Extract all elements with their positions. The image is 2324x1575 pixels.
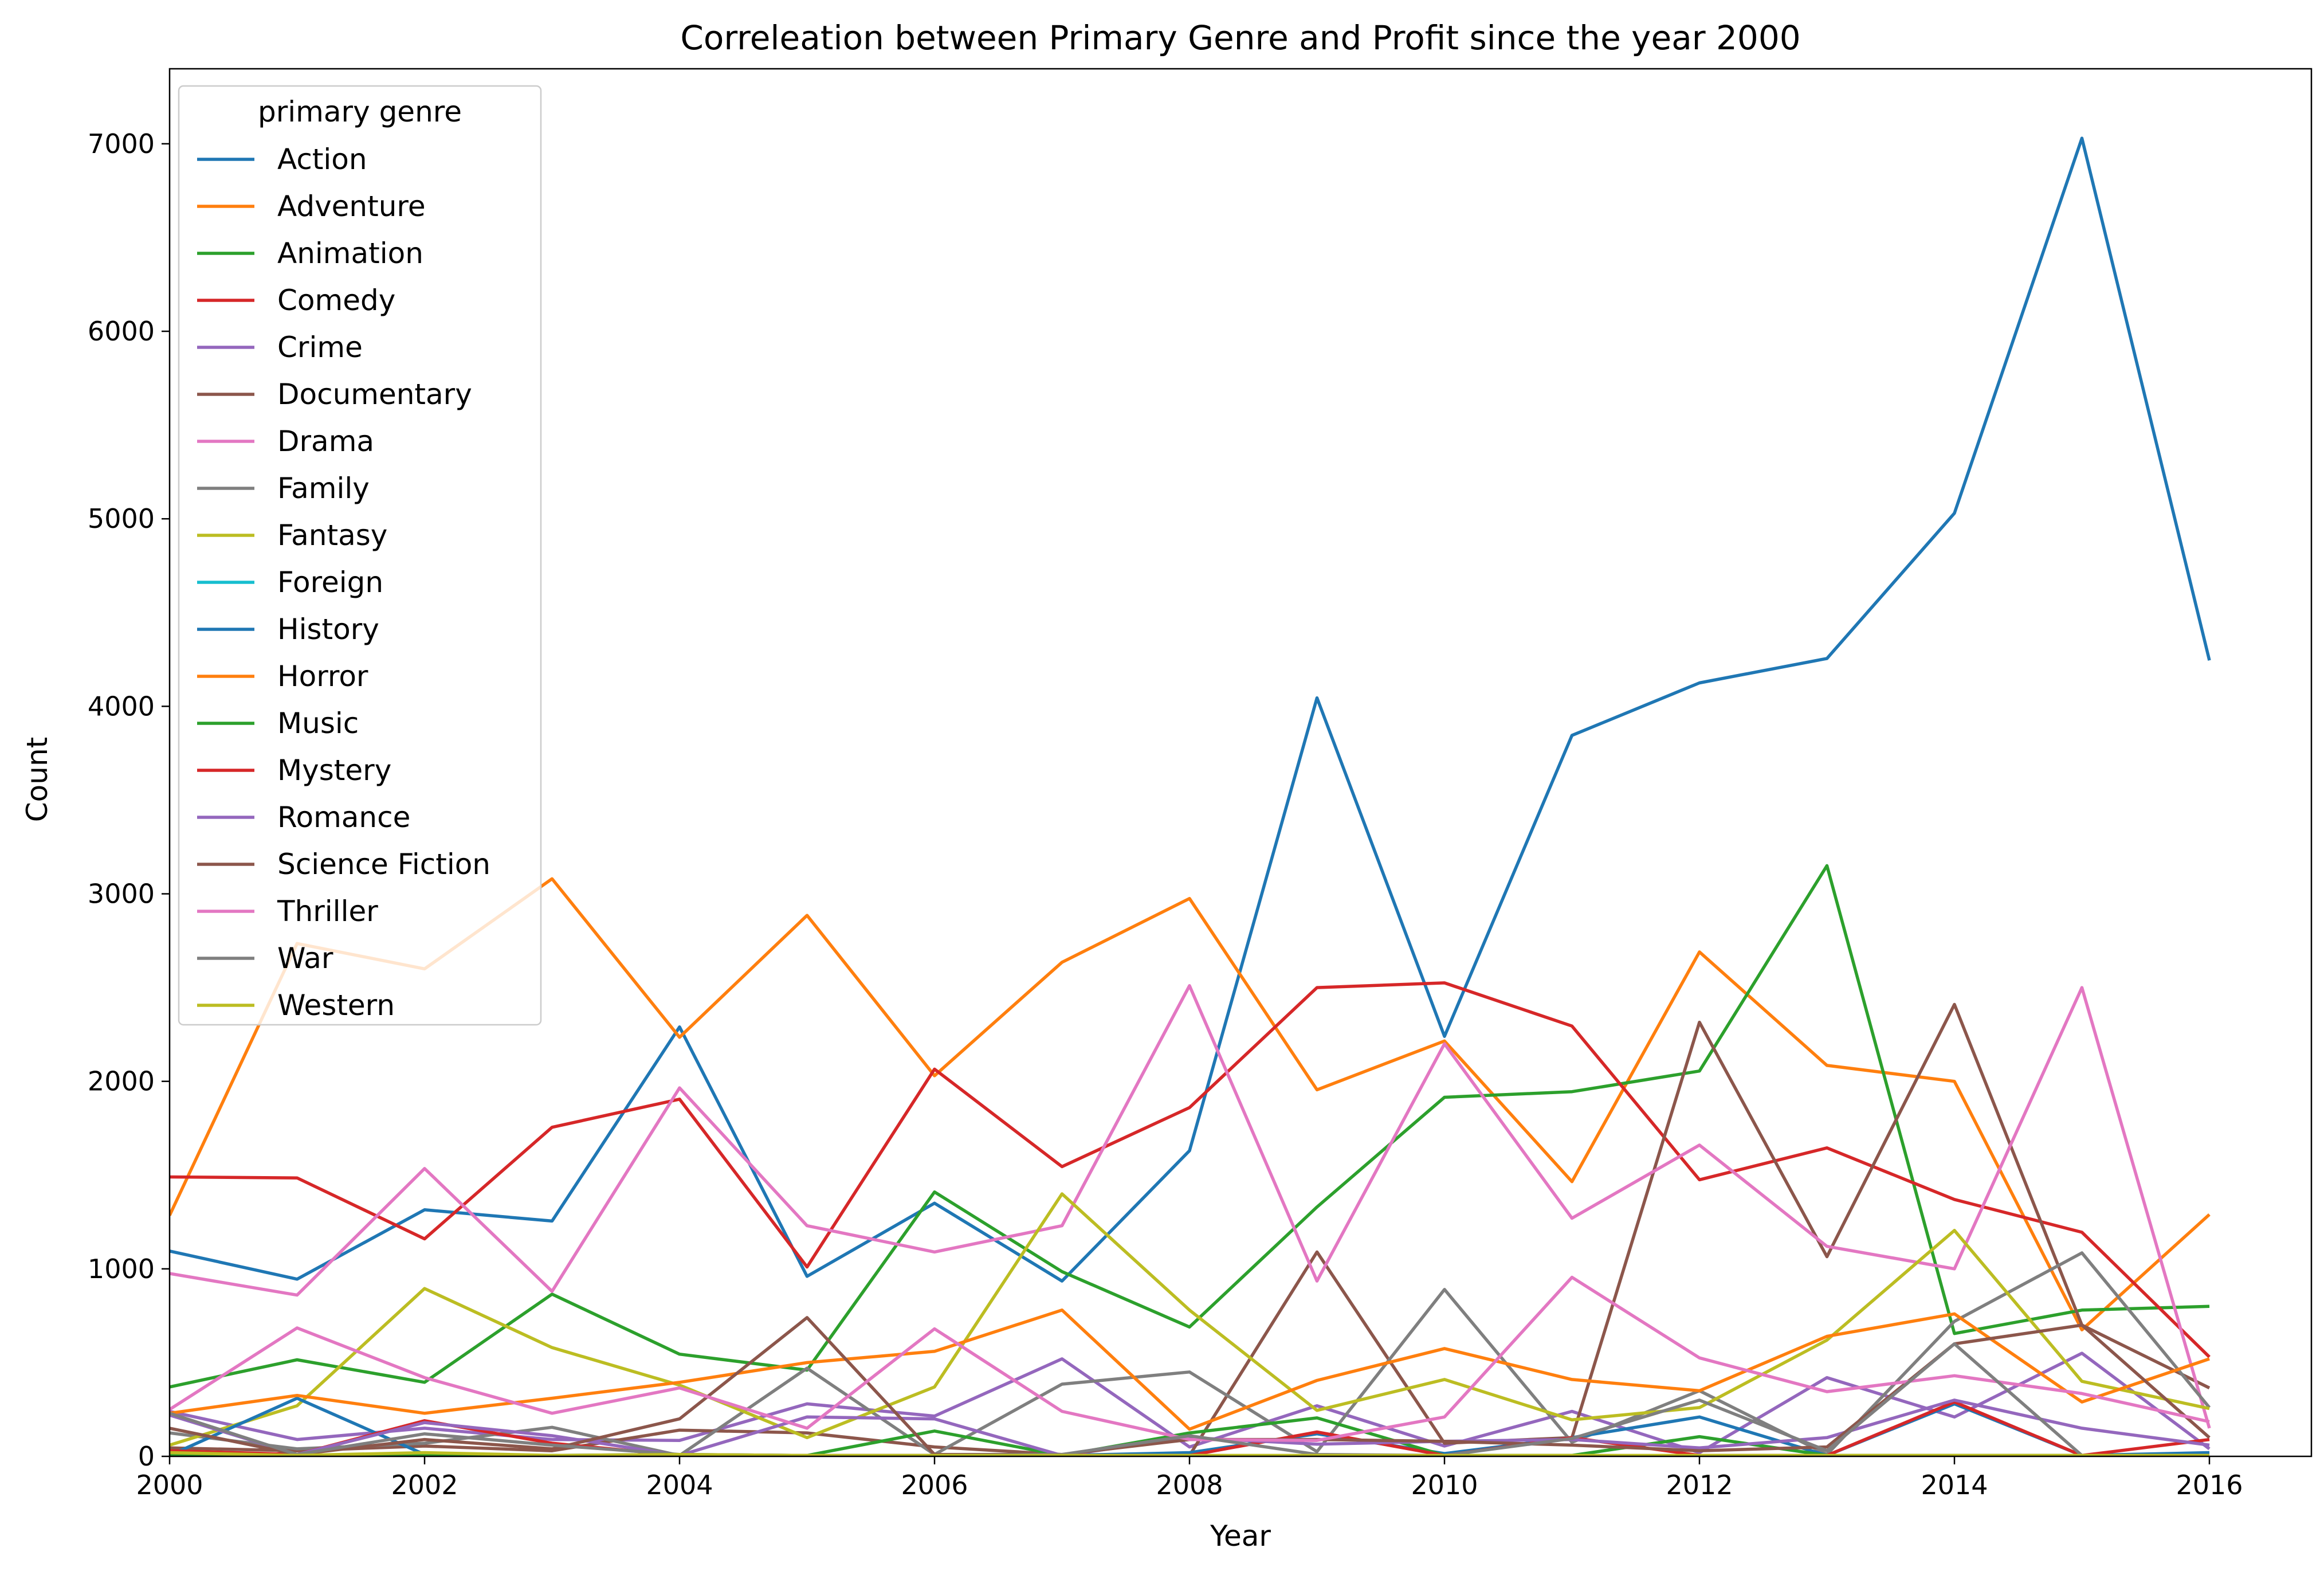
- x-tick-label: 2016: [2176, 1470, 2243, 1500]
- legend-label-documentary: Documentary: [277, 378, 472, 411]
- legend-label-family: Family: [277, 472, 370, 505]
- x-tick-label: 2014: [1921, 1470, 1988, 1500]
- legend-label-adventure: Adventure: [277, 190, 426, 223]
- legend-label-drama: Drama: [277, 425, 374, 458]
- legend-label-music: Music: [277, 707, 359, 740]
- y-tick-label: 5000: [88, 503, 155, 534]
- legend-label-fantasy: Fantasy: [277, 519, 387, 552]
- x-tick-label: 2008: [1156, 1470, 1223, 1500]
- x-tick-label: 2004: [646, 1470, 713, 1500]
- chart-title: Correleation between Primary Genre and P…: [680, 18, 1800, 57]
- x-axis-label: Year: [1210, 1519, 1271, 1553]
- y-tick-label: 3000: [88, 879, 155, 910]
- legend-label-science-fiction: Science Fiction: [277, 848, 490, 881]
- legend-label-horror: Horror: [277, 660, 368, 693]
- x-tick-label: 2002: [391, 1470, 458, 1500]
- legend-label-crime: Crime: [277, 331, 363, 364]
- legend: primary genre Action Adventure Animation Com…: [178, 85, 542, 1026]
- series-line-drama: [170, 984, 2211, 1429]
- y-tick-label: 2000: [88, 1066, 155, 1097]
- legend-label-mystery: Mystery: [277, 754, 391, 787]
- x-axis: 2000 2002 2004 2006 2008 2010 2012 2014 2016: [136, 1456, 2243, 1500]
- x-tick-label: 2006: [901, 1470, 968, 1500]
- legend-label-comedy: Comedy: [277, 284, 395, 317]
- legend-label-thriller: Thriller: [277, 895, 378, 928]
- y-tick-label: 6000: [88, 316, 155, 347]
- y-tick-label: 4000: [88, 691, 155, 722]
- y-axis-label: Count: [21, 737, 54, 822]
- series-line-thriller: [170, 1275, 2210, 1442]
- x-tick-label: 2012: [1666, 1470, 1733, 1500]
- series-line-romance: [170, 1398, 2210, 1456]
- plot-frame: [168, 68, 2313, 1458]
- series-line-comedy: [170, 981, 2211, 1358]
- series-line-fantasy: [170, 1192, 2210, 1447]
- y-tick-label: 1000: [88, 1253, 155, 1284]
- legend-label-foreign: Foreign: [277, 566, 383, 599]
- series-line-action: [170, 136, 2211, 1283]
- legend-label-action: Action: [277, 143, 367, 176]
- legend-label-history: History: [277, 613, 379, 646]
- x-tick-label: 2010: [1411, 1470, 1478, 1500]
- legend-label-animation: Animation: [277, 237, 423, 270]
- x-tick-label: 2000: [136, 1470, 203, 1500]
- legend-label-western: Western: [277, 989, 395, 1022]
- y-axis: 0 1000 2000 3000 4000 5000 6000 7000: [88, 128, 170, 1472]
- y-tick-label: 0: [138, 1441, 155, 1472]
- legend-title: primary genre: [258, 95, 462, 128]
- legend-box: [178, 85, 542, 1026]
- series-layer: [170, 136, 2211, 1456]
- series-line-war: [170, 1342, 2209, 1456]
- series-line-horror: [170, 1308, 2210, 1431]
- series-line-animation: [170, 864, 2210, 1389]
- legend-label-war: War: [277, 942, 333, 975]
- series-line-western: [170, 1451, 2209, 1456]
- legend-label-romance: Romance: [277, 801, 410, 834]
- y-tick-label: 7000: [88, 128, 155, 159]
